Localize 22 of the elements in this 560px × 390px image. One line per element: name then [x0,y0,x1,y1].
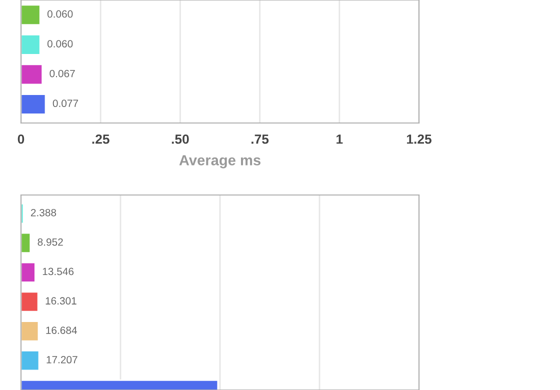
data-label: 13.546 [42,268,74,276]
x-tick-label: 1 [336,134,343,144]
bar [21,291,39,312]
x-axis-title: Average ms [179,155,260,168]
data-label: 2.388 [30,208,56,216]
x-tick-label: 0 [18,134,24,144]
x-tick-label: .75 [252,134,269,144]
bar [21,262,36,283]
data-label: 8.952 [38,238,63,246]
bar [21,320,40,342]
x-tick-label: .50 [172,134,189,144]
data-label: 16.684 [46,326,77,334]
bar [21,232,32,254]
data-label: 16.301 [46,297,76,305]
bar [21,350,40,372]
data-label: 0.060 [47,40,73,48]
x-tick-label: 1.25 [406,134,432,144]
x-tick-label: .25 [92,134,110,144]
data-label: 0.077 [52,100,78,108]
data-label: 0.060 [47,10,73,18]
data-label: 0.067 [50,70,75,78]
data-label: 17.207 [46,356,78,364]
